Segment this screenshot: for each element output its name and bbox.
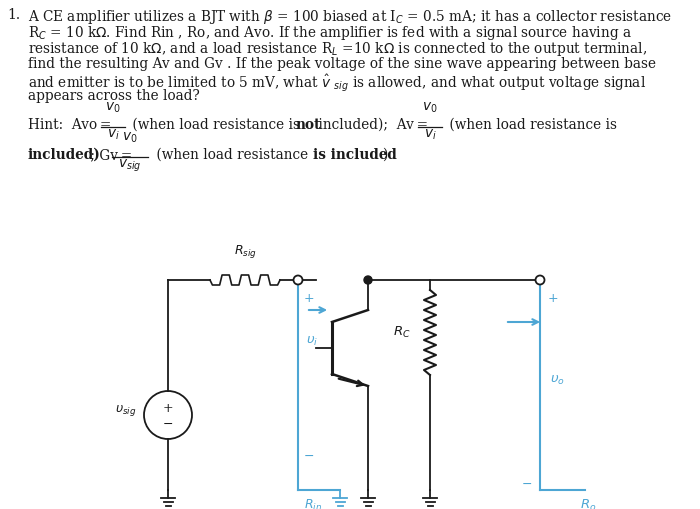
Text: A CE amplifier utilizes a BJT with $\beta$ = 100 biased at I$_C$ = 0.5 mA; it ha: A CE amplifier utilizes a BJT with $\bet… — [28, 8, 672, 26]
Circle shape — [293, 275, 302, 285]
Text: R$_C$ = 10 k$\Omega$. Find Rin , Ro, and Avo. If the amplifier is fed with a sig: R$_C$ = 10 k$\Omega$. Find Rin , Ro, and… — [28, 24, 632, 42]
Text: +: + — [162, 403, 174, 415]
Text: appears across the load?: appears across the load? — [28, 89, 199, 103]
Text: (when load resistance is: (when load resistance is — [128, 118, 304, 132]
Text: $v_0$: $v_0$ — [122, 131, 138, 145]
Text: −: − — [162, 417, 174, 431]
Text: and emitter is to be limited to 5 mV, what $\hat{v}$ $_{sig}$ is allowed, and wh: and emitter is to be limited to 5 mV, wh… — [28, 73, 646, 94]
Text: resistance of 10 k$\Omega$, and a load resistance R$_L$ =10 k$\Omega$ is connect: resistance of 10 k$\Omega$, and a load r… — [28, 40, 648, 59]
Text: $R_{in}$: $R_{in}$ — [304, 498, 322, 509]
Text: 1.: 1. — [7, 8, 20, 22]
Text: $\upsilon_{sig}$: $\upsilon_{sig}$ — [115, 403, 136, 417]
Text: −: − — [304, 450, 314, 463]
Text: $\upsilon_o$: $\upsilon_o$ — [550, 374, 565, 386]
Text: Hint:  Avo =: Hint: Avo = — [28, 118, 111, 132]
Text: (when load resistance is: (when load resistance is — [445, 118, 617, 132]
Text: $v_0$: $v_0$ — [105, 101, 120, 115]
Text: (when load resistance: (when load resistance — [152, 148, 312, 162]
Text: −: − — [522, 478, 533, 491]
Text: $v_i$: $v_i$ — [424, 128, 436, 143]
Text: find the resulting Av and Gv . If the peak voltage of the sine wave appearing be: find the resulting Av and Gv . If the pe… — [28, 56, 656, 71]
Text: $\upsilon_i$: $\upsilon_i$ — [306, 335, 318, 348]
Text: is included: is included — [313, 148, 397, 162]
Text: $v_{sig}$: $v_{sig}$ — [118, 158, 141, 174]
Text: +: + — [548, 292, 559, 305]
Text: ): ) — [382, 148, 387, 162]
Text: ; Gv =: ; Gv = — [86, 148, 132, 162]
Text: $R_C$: $R_C$ — [393, 325, 411, 340]
Text: $R_{sig}$: $R_{sig}$ — [234, 243, 256, 260]
Text: $R_o$: $R_o$ — [580, 498, 596, 509]
Text: not: not — [295, 118, 321, 132]
Circle shape — [364, 276, 372, 284]
Text: +: + — [304, 292, 314, 305]
Circle shape — [536, 275, 545, 285]
Text: $v_i$: $v_i$ — [106, 128, 119, 143]
Text: included);  Av =: included); Av = — [314, 118, 428, 132]
Text: included): included) — [28, 148, 101, 162]
Text: $v_0$: $v_0$ — [422, 101, 438, 115]
